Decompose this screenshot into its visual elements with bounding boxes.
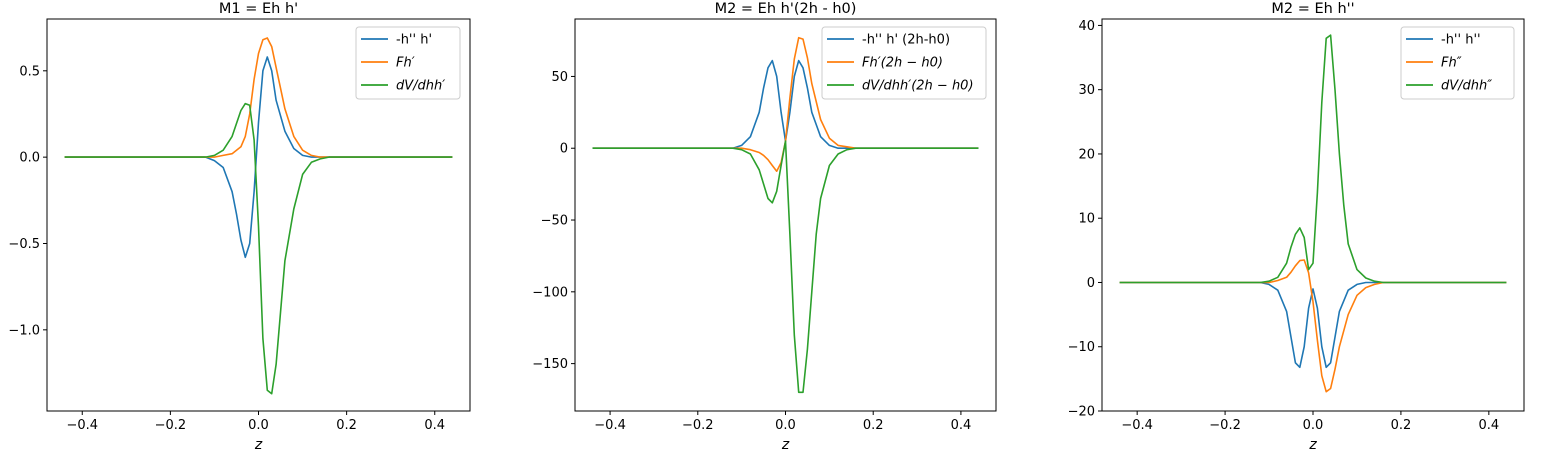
x-axis-label: z: [254, 437, 263, 450]
y-tick-label: −100: [532, 285, 568, 300]
series-line-1: [1119, 281, 1507, 369]
x-tick-label: 0.2: [863, 418, 884, 433]
legend-frame: [821, 26, 987, 100]
y-tick-label: 0.0: [19, 151, 40, 166]
legend: -h'' h' Fh′ dV/dhh′: [355, 26, 461, 100]
legend-label: dV/dhh′(2h − h0): [862, 79, 974, 94]
series-line-2: [1119, 259, 1507, 393]
series-line-3: [592, 140, 979, 394]
chart-panel-1: M1 = Eh h' −0.4 −0.2 0.0 0.2 0.4 −1.0 −0.5 0.0 0.…: [8, 1, 471, 450]
legend: -h'' h' (2h-h0) Fh′(2h − h0) dV/dhh′(2h − …: [821, 26, 987, 100]
legend-frame: [1400, 26, 1515, 100]
series-line-1: [64, 56, 453, 259]
y-tick-label: 30: [1078, 83, 1095, 98]
x-tick-label: 0.0: [248, 418, 269, 433]
series-line-2: [592, 36, 979, 172]
series-group: [64, 37, 453, 395]
x-tick-label: 0.2: [336, 418, 357, 433]
chart-panel-2: M2 = Eh h'(2h - h0) −0.4 −0.2 0.0 0.2 0.4 −150…: [532, 1, 997, 450]
chart-title: M2 = Eh h'(2h - h0): [715, 1, 857, 17]
chart-panel-3: M2 = Eh h'' −0.4 −0.2 0.0 0.2 0.4 −20 −10 0 10 20 3…: [1068, 1, 1525, 450]
y-tick-label: −10: [1068, 340, 1095, 355]
x-tick-label: 0.4: [951, 418, 972, 433]
y-tick-label: −0.5: [8, 237, 40, 252]
x-tick-label: −0.2: [155, 418, 187, 433]
x-tick-label: −0.2: [682, 418, 714, 433]
x-tick-label: −0.4: [594, 418, 626, 433]
x-axis-label: z: [781, 437, 790, 450]
x-tick-label: 0.0: [775, 418, 796, 433]
series-line-3: [64, 102, 453, 395]
x-tick-label: 0.4: [424, 418, 445, 433]
y-tick-label: 0.5: [19, 64, 40, 79]
x-tick-label: 0.4: [1478, 418, 1499, 433]
legend-label: Fh′(2h − h0): [862, 56, 943, 71]
legend-label: -h'' h' (2h-h0): [862, 33, 950, 48]
legend-label: -h'' h'': [1441, 33, 1481, 48]
y-tick-label: −150: [532, 357, 568, 372]
y-tick-label: −1.0: [8, 323, 40, 338]
series-group: [592, 36, 979, 394]
y-tick-label: −20: [1068, 405, 1095, 420]
series-group: [1119, 34, 1507, 393]
y-tick-label: 50: [551, 70, 568, 85]
x-tick-label: −0.2: [1209, 418, 1241, 433]
legend-label: dV/dhh′: [396, 79, 445, 94]
legend: -h'' h'' Fh″ dV/dhh″: [1400, 26, 1515, 100]
x-tick-label: −0.4: [66, 418, 98, 433]
legend-label: Fh″: [1441, 56, 1462, 71]
x-axis-label: z: [1308, 437, 1317, 450]
y-tick-label: 0: [1087, 276, 1095, 291]
chart-title: M1 = Eh h': [219, 1, 298, 17]
legend-label: -h'' h': [396, 33, 432, 48]
x-tick-label: 0.2: [1391, 418, 1412, 433]
chart-title: M2 = Eh h'': [1271, 1, 1354, 17]
series-line-3: [1119, 34, 1507, 284]
series-line-2: [64, 37, 453, 158]
x-tick-label: −0.4: [1121, 418, 1153, 433]
legend-frame: [355, 26, 461, 100]
y-tick-label: 10: [1078, 212, 1095, 227]
legend-label: Fh′: [396, 56, 415, 71]
y-tick-label: 0: [560, 142, 568, 157]
legend-label: dV/dhh″: [1441, 79, 1492, 94]
x-tick-label: 0.0: [1303, 418, 1324, 433]
y-tick-label: −50: [541, 214, 568, 229]
y-tick-label: 40: [1078, 19, 1095, 34]
y-tick-label: 20: [1078, 147, 1095, 162]
